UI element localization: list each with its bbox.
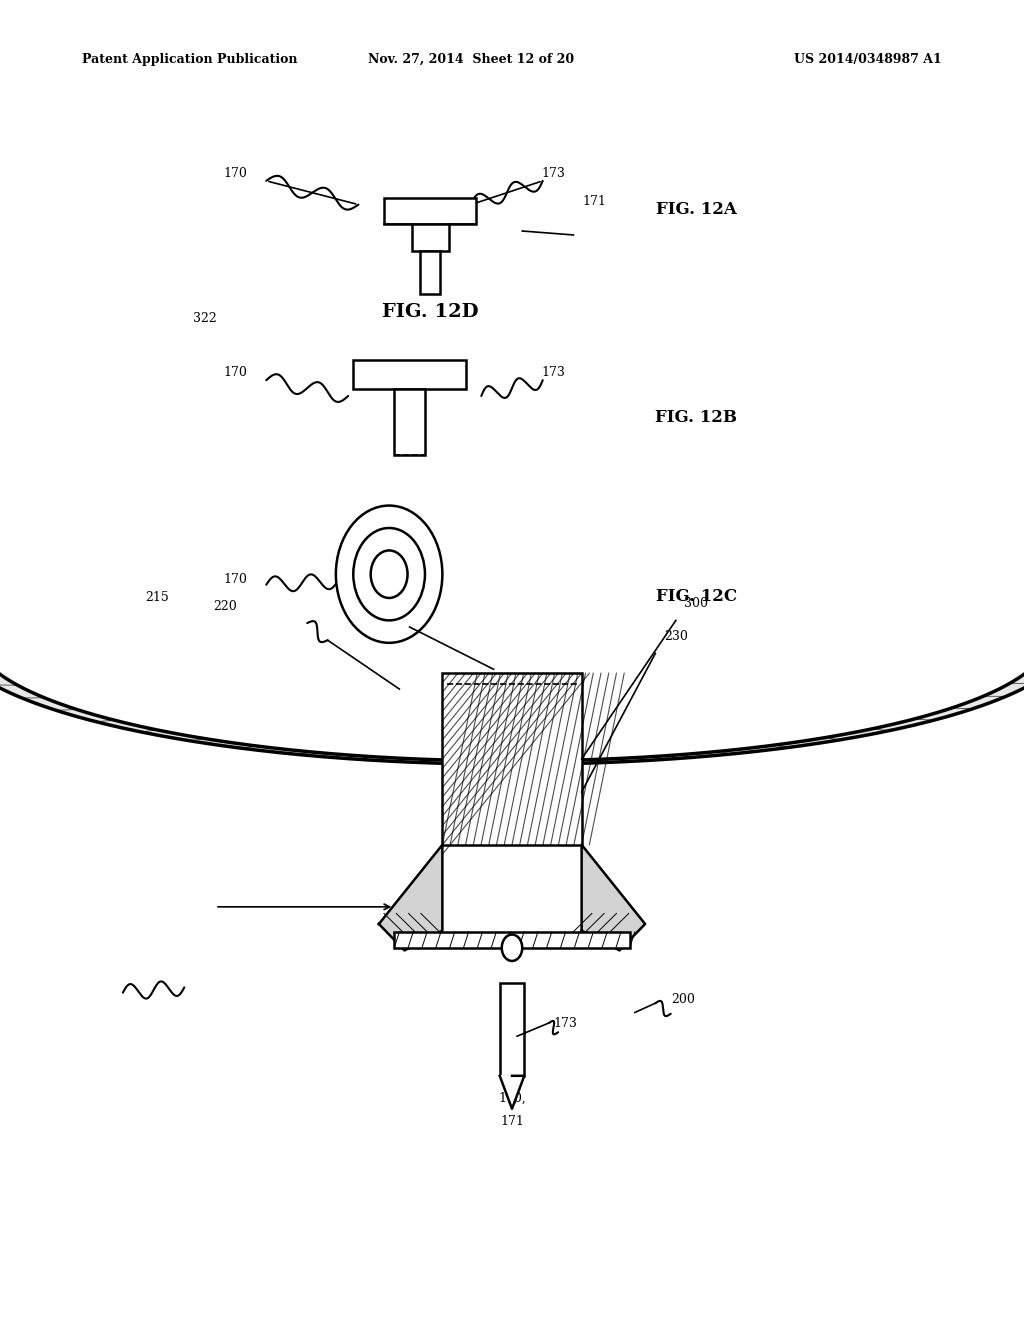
Text: FIG. 12D: FIG. 12D	[382, 302, 478, 321]
Text: 170,: 170,	[498, 1092, 526, 1105]
Text: FIG. 12B: FIG. 12B	[655, 409, 737, 426]
Text: FIG. 12A: FIG. 12A	[656, 201, 736, 218]
Text: 173: 173	[541, 366, 565, 379]
Text: 382: 382	[377, 599, 401, 612]
Circle shape	[336, 506, 442, 643]
Bar	[420, 251, 440, 294]
Polygon shape	[0, 657, 1024, 764]
Text: 170: 170	[223, 166, 248, 180]
Circle shape	[502, 935, 522, 961]
Text: 170: 170	[223, 573, 248, 586]
Circle shape	[371, 550, 408, 598]
Text: 322: 322	[193, 312, 217, 325]
Text: 300: 300	[684, 597, 709, 610]
Bar	[353, 360, 466, 389]
Bar	[394, 389, 425, 455]
Text: 220: 220	[213, 599, 238, 612]
Text: Patent Application Publication: Patent Application Publication	[82, 53, 297, 66]
Circle shape	[353, 528, 425, 620]
Polygon shape	[379, 845, 442, 950]
Text: 170: 170	[223, 366, 248, 379]
Text: 230: 230	[664, 630, 688, 643]
Polygon shape	[582, 845, 645, 950]
Text: Nov. 27, 2014  Sheet 12 of 20: Nov. 27, 2014 Sheet 12 of 20	[368, 53, 574, 66]
Bar	[394, 932, 630, 948]
Bar	[500, 983, 524, 1076]
Text: 200: 200	[671, 993, 694, 1006]
Text: 171: 171	[500, 1114, 524, 1127]
Bar	[384, 198, 476, 224]
Text: 173: 173	[541, 166, 565, 180]
Text: 171: 171	[582, 194, 606, 207]
Polygon shape	[500, 1076, 524, 1109]
Text: US 2014/0348987 A1: US 2014/0348987 A1	[795, 53, 942, 66]
Text: FIG. 12C: FIG. 12C	[655, 587, 737, 605]
Bar	[442, 673, 582, 845]
Bar	[412, 224, 449, 251]
Text: 173: 173	[553, 1016, 577, 1030]
Text: 215: 215	[145, 590, 169, 603]
